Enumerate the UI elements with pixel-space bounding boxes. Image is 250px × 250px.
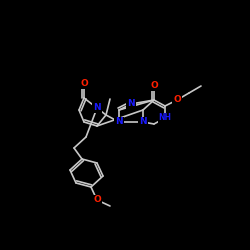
Text: O: O: [93, 196, 101, 204]
Text: N: N: [127, 100, 135, 108]
Text: N: N: [139, 118, 147, 126]
Text: O: O: [80, 80, 88, 88]
Text: N: N: [115, 118, 123, 126]
Text: O: O: [173, 96, 181, 104]
Text: N: N: [93, 104, 101, 112]
Text: NH: NH: [158, 114, 172, 122]
Text: O: O: [150, 82, 158, 90]
